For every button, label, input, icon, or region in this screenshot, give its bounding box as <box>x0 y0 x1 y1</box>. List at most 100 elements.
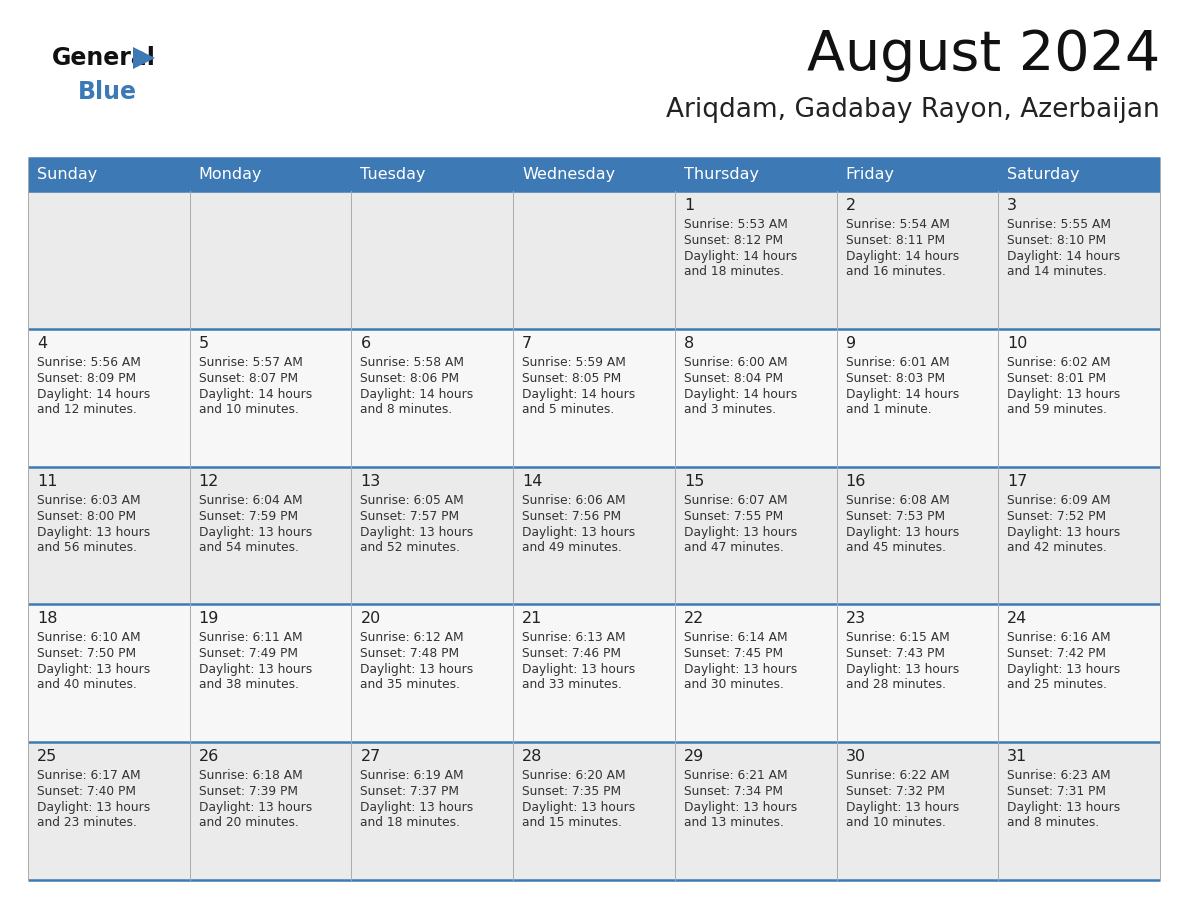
Text: Daylight: 13 hours: Daylight: 13 hours <box>37 801 150 814</box>
Bar <box>29 329 1159 466</box>
Text: Daylight: 13 hours: Daylight: 13 hours <box>360 526 474 539</box>
Text: Sunset: 7:34 PM: Sunset: 7:34 PM <box>684 785 783 798</box>
Text: Sunset: 7:52 PM: Sunset: 7:52 PM <box>1007 509 1106 522</box>
Text: Sunrise: 5:54 AM: Sunrise: 5:54 AM <box>846 218 949 231</box>
Text: Sunrise: 6:22 AM: Sunrise: 6:22 AM <box>846 769 949 782</box>
Text: and 59 minutes.: and 59 minutes. <box>1007 403 1107 416</box>
Text: Daylight: 13 hours: Daylight: 13 hours <box>360 664 474 677</box>
Bar <box>513 158 675 191</box>
Text: 18: 18 <box>37 611 57 626</box>
Text: Daylight: 14 hours: Daylight: 14 hours <box>684 387 797 401</box>
Text: Sunset: 7:56 PM: Sunset: 7:56 PM <box>523 509 621 522</box>
Text: Sunset: 7:48 PM: Sunset: 7:48 PM <box>360 647 460 660</box>
Text: and 45 minutes.: and 45 minutes. <box>846 541 946 554</box>
Text: Sunrise: 6:13 AM: Sunrise: 6:13 AM <box>523 632 626 644</box>
Text: Sunrise: 6:04 AM: Sunrise: 6:04 AM <box>198 494 302 507</box>
Text: 16: 16 <box>846 474 866 488</box>
Text: Monday: Monday <box>198 167 263 182</box>
Text: 1: 1 <box>684 198 694 213</box>
Text: Sunrise: 6:10 AM: Sunrise: 6:10 AM <box>37 632 140 644</box>
Text: August 2024: August 2024 <box>807 28 1159 82</box>
Text: Sunset: 7:35 PM: Sunset: 7:35 PM <box>523 785 621 798</box>
Text: Daylight: 13 hours: Daylight: 13 hours <box>198 526 312 539</box>
Bar <box>190 158 352 191</box>
Text: 27: 27 <box>360 749 380 764</box>
Text: Sunset: 7:31 PM: Sunset: 7:31 PM <box>1007 785 1106 798</box>
Text: and 40 minutes.: and 40 minutes. <box>37 678 137 691</box>
Text: Daylight: 13 hours: Daylight: 13 hours <box>846 801 959 814</box>
Text: Daylight: 14 hours: Daylight: 14 hours <box>198 387 312 401</box>
Text: and 10 minutes.: and 10 minutes. <box>846 816 946 829</box>
Text: 28: 28 <box>523 749 543 764</box>
Text: Ariqdam, Gadabay Rayon, Azerbaijan: Ariqdam, Gadabay Rayon, Azerbaijan <box>666 97 1159 123</box>
Text: 24: 24 <box>1007 611 1028 626</box>
Text: 4: 4 <box>37 336 48 351</box>
Text: and 35 minutes.: and 35 minutes. <box>360 678 461 691</box>
Bar <box>29 158 190 191</box>
Text: 9: 9 <box>846 336 855 351</box>
Text: Sunrise: 6:20 AM: Sunrise: 6:20 AM <box>523 769 626 782</box>
Text: Sunset: 7:55 PM: Sunset: 7:55 PM <box>684 509 783 522</box>
Text: Daylight: 13 hours: Daylight: 13 hours <box>684 801 797 814</box>
Text: and 49 minutes.: and 49 minutes. <box>523 541 623 554</box>
Text: and 14 minutes.: and 14 minutes. <box>1007 265 1107 278</box>
Text: Wednesday: Wednesday <box>523 167 615 182</box>
Text: 6: 6 <box>360 336 371 351</box>
Text: Daylight: 14 hours: Daylight: 14 hours <box>360 387 474 401</box>
Text: 21: 21 <box>523 611 543 626</box>
Text: Daylight: 14 hours: Daylight: 14 hours <box>846 387 959 401</box>
Text: 5: 5 <box>198 336 209 351</box>
Text: Sunset: 7:32 PM: Sunset: 7:32 PM <box>846 785 944 798</box>
Text: Sunset: 7:43 PM: Sunset: 7:43 PM <box>846 647 944 660</box>
Text: and 1 minute.: and 1 minute. <box>846 403 931 416</box>
Bar <box>29 466 1159 604</box>
Text: Saturday: Saturday <box>1007 167 1080 182</box>
Text: 26: 26 <box>198 749 219 764</box>
Text: Sunset: 7:59 PM: Sunset: 7:59 PM <box>198 509 298 522</box>
Bar <box>29 191 1159 329</box>
Text: Sunrise: 6:19 AM: Sunrise: 6:19 AM <box>360 769 465 782</box>
Text: Sunset: 8:11 PM: Sunset: 8:11 PM <box>846 234 944 247</box>
Text: 13: 13 <box>360 474 380 488</box>
Text: Sunrise: 6:07 AM: Sunrise: 6:07 AM <box>684 494 788 507</box>
Text: Daylight: 14 hours: Daylight: 14 hours <box>1007 250 1120 263</box>
Text: Sunrise: 5:59 AM: Sunrise: 5:59 AM <box>523 356 626 369</box>
Text: Sunset: 7:45 PM: Sunset: 7:45 PM <box>684 647 783 660</box>
Text: 10: 10 <box>1007 336 1028 351</box>
Text: and 8 minutes.: and 8 minutes. <box>360 403 453 416</box>
Text: Daylight: 13 hours: Daylight: 13 hours <box>37 526 150 539</box>
Text: Sunrise: 6:12 AM: Sunrise: 6:12 AM <box>360 632 465 644</box>
Text: and 56 minutes.: and 56 minutes. <box>37 541 137 554</box>
Text: Sunrise: 6:01 AM: Sunrise: 6:01 AM <box>846 356 949 369</box>
Text: Sunrise: 6:11 AM: Sunrise: 6:11 AM <box>198 632 302 644</box>
Text: Sunset: 8:01 PM: Sunset: 8:01 PM <box>1007 372 1106 385</box>
Text: Daylight: 13 hours: Daylight: 13 hours <box>360 801 474 814</box>
Text: and 28 minutes.: and 28 minutes. <box>846 678 946 691</box>
Polygon shape <box>133 47 154 69</box>
Text: Sunrise: 6:18 AM: Sunrise: 6:18 AM <box>198 769 303 782</box>
Text: Sunrise: 6:05 AM: Sunrise: 6:05 AM <box>360 494 465 507</box>
Text: and 16 minutes.: and 16 minutes. <box>846 265 946 278</box>
Text: Sunset: 7:49 PM: Sunset: 7:49 PM <box>198 647 298 660</box>
Text: 14: 14 <box>523 474 543 488</box>
Text: Daylight: 13 hours: Daylight: 13 hours <box>846 526 959 539</box>
Text: and 8 minutes.: and 8 minutes. <box>1007 816 1100 829</box>
Text: Sunset: 8:07 PM: Sunset: 8:07 PM <box>198 372 298 385</box>
Text: 29: 29 <box>684 749 704 764</box>
Text: and 12 minutes.: and 12 minutes. <box>37 403 137 416</box>
Text: and 20 minutes.: and 20 minutes. <box>198 816 298 829</box>
Text: Sunset: 8:09 PM: Sunset: 8:09 PM <box>37 372 137 385</box>
Text: Daylight: 13 hours: Daylight: 13 hours <box>523 526 636 539</box>
Text: Sunset: 8:05 PM: Sunset: 8:05 PM <box>523 372 621 385</box>
Text: Daylight: 13 hours: Daylight: 13 hours <box>198 664 312 677</box>
Text: and 25 minutes.: and 25 minutes. <box>1007 678 1107 691</box>
Bar <box>352 158 513 191</box>
Text: Sunset: 8:03 PM: Sunset: 8:03 PM <box>846 372 944 385</box>
Text: Daylight: 14 hours: Daylight: 14 hours <box>37 387 150 401</box>
Text: Sunset: 7:39 PM: Sunset: 7:39 PM <box>198 785 298 798</box>
Text: 20: 20 <box>360 611 380 626</box>
Text: Sunset: 8:12 PM: Sunset: 8:12 PM <box>684 234 783 247</box>
Text: Sunset: 8:00 PM: Sunset: 8:00 PM <box>37 509 137 522</box>
Text: Daylight: 13 hours: Daylight: 13 hours <box>1007 801 1120 814</box>
Text: Daylight: 14 hours: Daylight: 14 hours <box>523 387 636 401</box>
